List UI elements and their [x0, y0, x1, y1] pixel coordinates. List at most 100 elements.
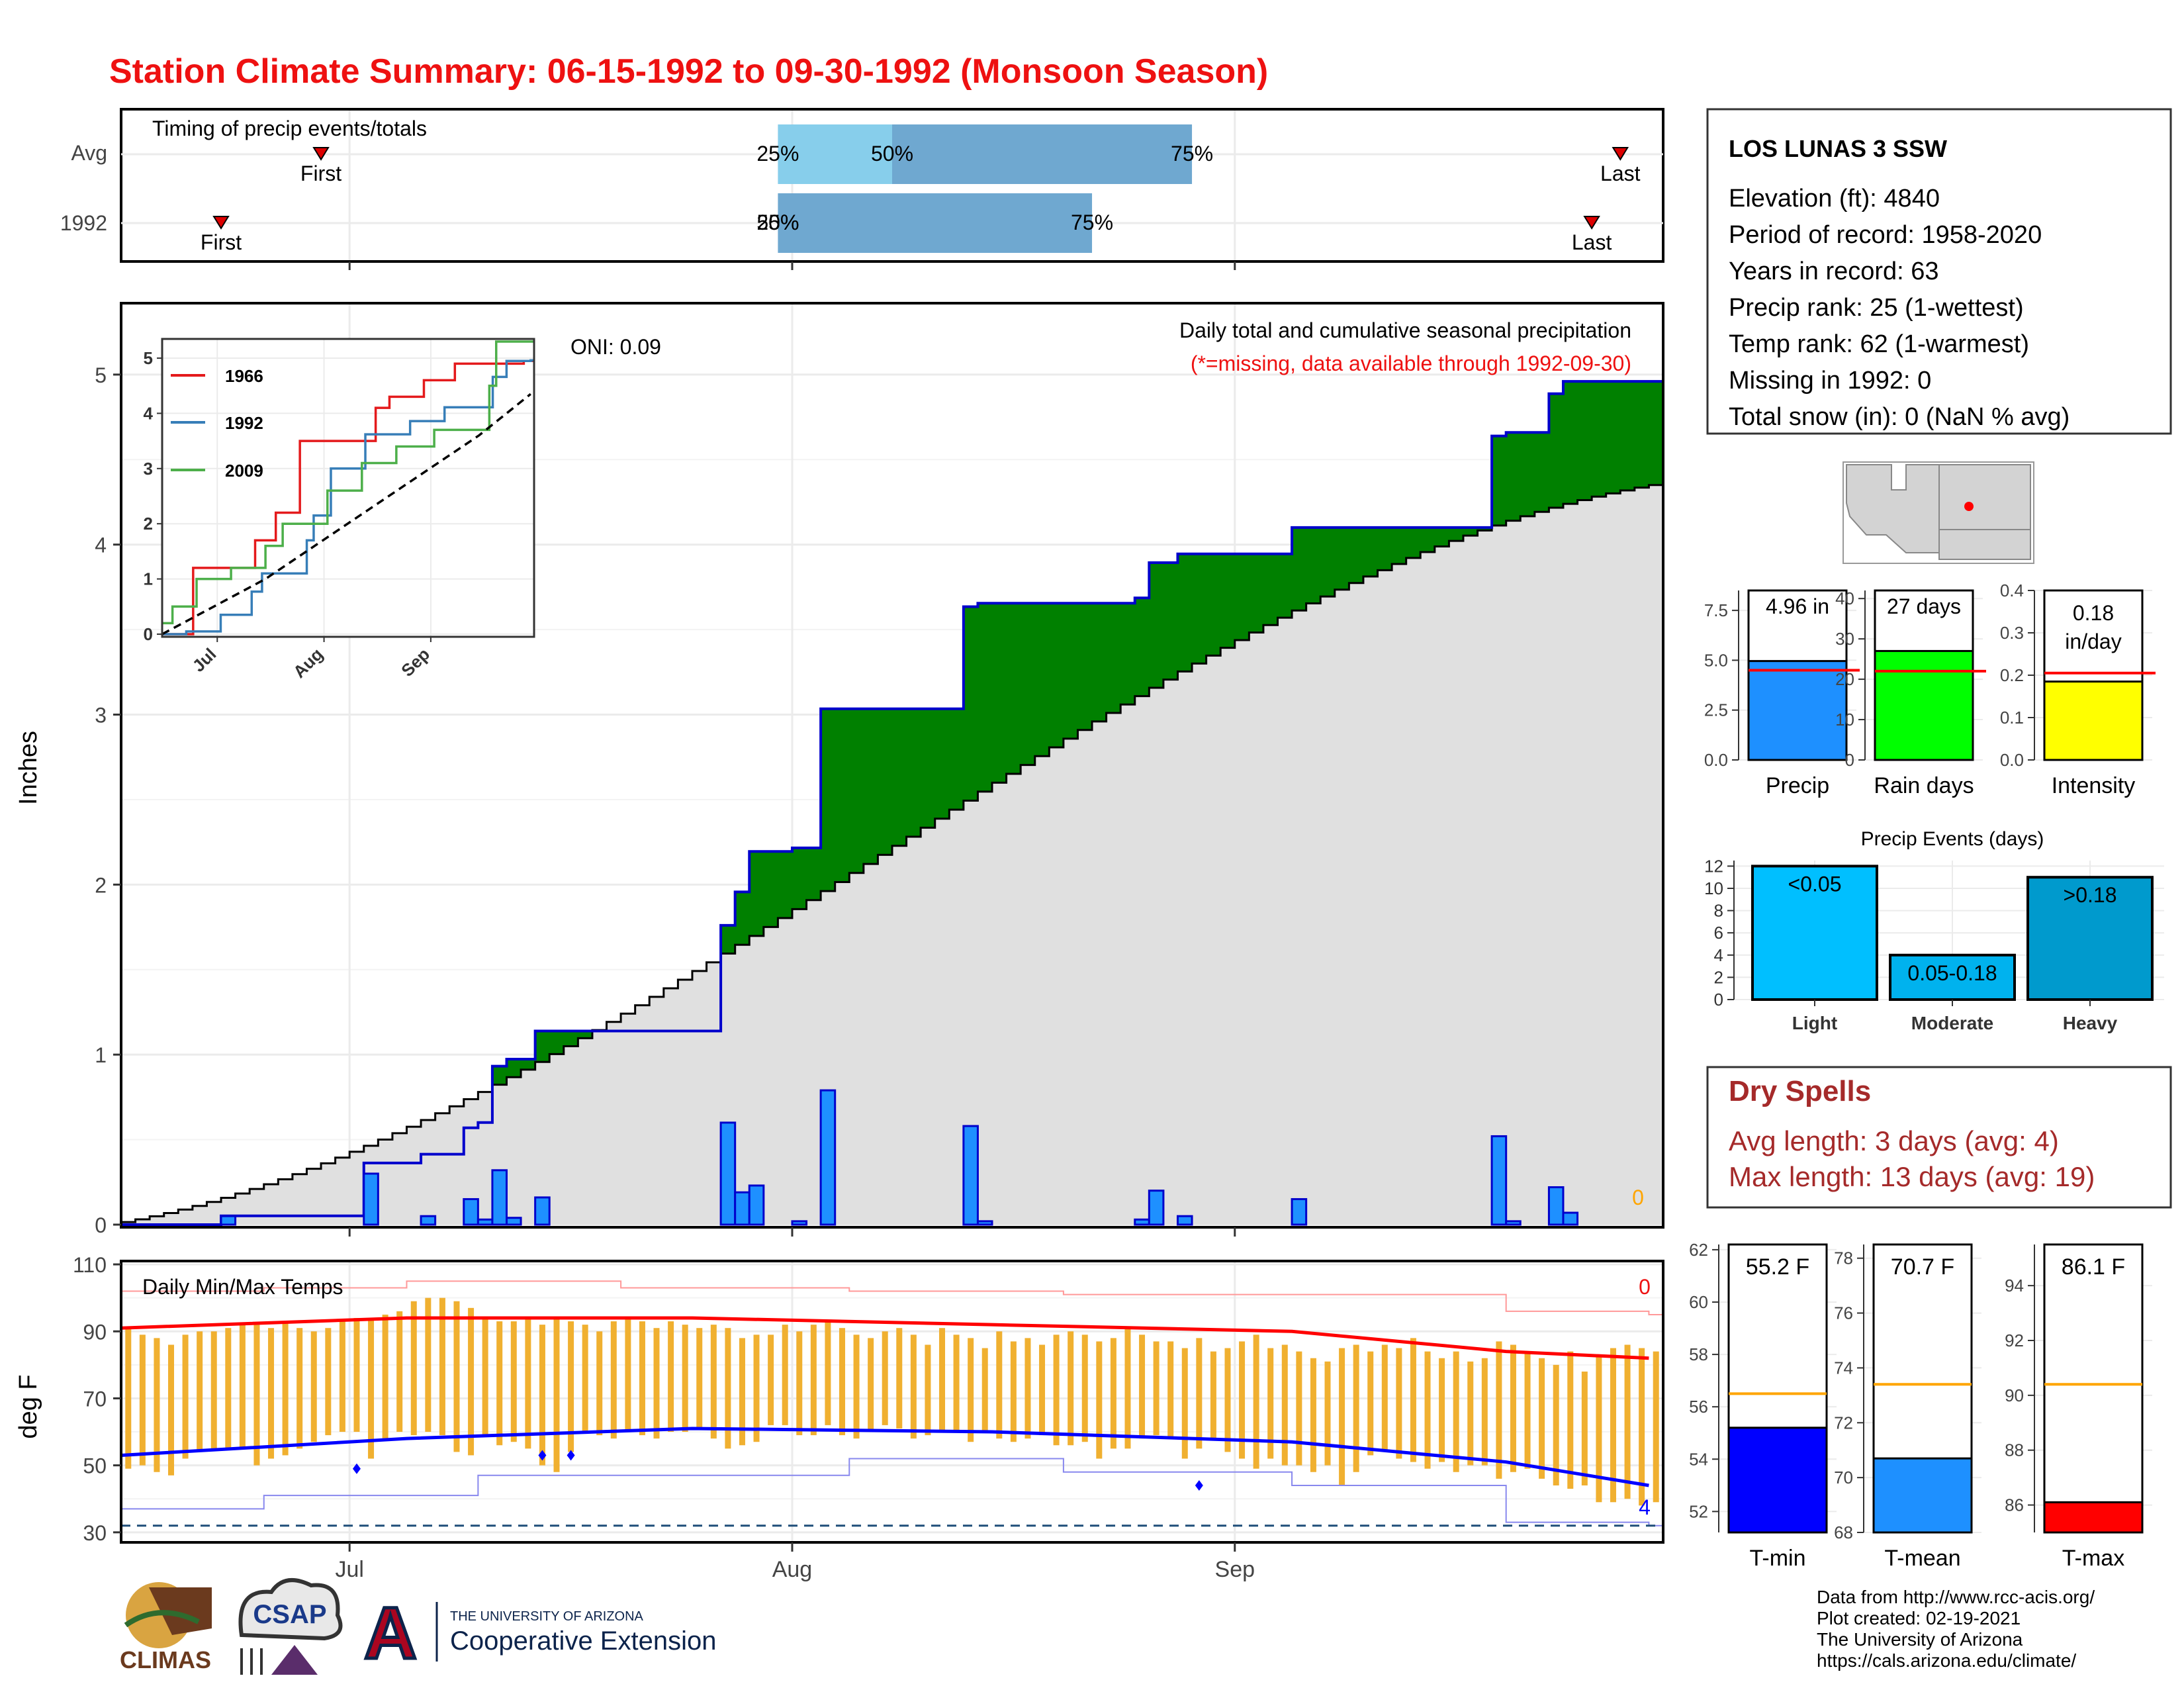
temp-daily-bar	[1181, 1348, 1188, 1459]
temp-daily-bar	[339, 1321, 345, 1432]
temp-daily-bar	[568, 1321, 574, 1452]
station-temp-rank: Temp rank: 62 (1-warmest)	[1729, 330, 2029, 358]
temp-daily-bar	[353, 1318, 360, 1432]
temp-summary-ytick-label: 86	[2005, 1495, 2024, 1515]
precip-daily-bar	[506, 1217, 522, 1226]
summary-ytick-label: 0.3	[2000, 623, 2024, 643]
inset-frame	[161, 338, 535, 638]
temp-daily-bar	[1281, 1344, 1288, 1466]
temp-daily-bar	[197, 1331, 203, 1452]
temp-daily-bar	[796, 1331, 803, 1436]
temp-daily-bar	[1381, 1344, 1388, 1452]
temp-daily-bar	[1153, 1341, 1160, 1436]
temp-summary-ytick-label: 68	[1834, 1523, 1853, 1542]
timing-avg-first-label: First	[300, 162, 341, 185]
temp-daily-bar	[782, 1325, 788, 1425]
temp-grid	[121, 1261, 1663, 1542]
temp-y-label: deg F	[15, 1374, 42, 1438]
temp-record-min-line	[121, 1458, 1663, 1526]
timing-avg-first-marker	[312, 147, 330, 161]
temp-daily-bar	[939, 1328, 946, 1432]
temp-daily-bar	[1653, 1351, 1659, 1503]
summary-ytick-label: 0.1	[2000, 708, 2024, 727]
summary-value-unit: in/day	[2065, 630, 2121, 653]
temp-daily-bar	[539, 1325, 545, 1466]
summary-ytick-label: 0.4	[2000, 581, 2024, 600]
temp-daily-bar	[1639, 1348, 1645, 1506]
events-range-label: <0.05	[1788, 872, 1842, 896]
temp-daily-bar	[1324, 1361, 1331, 1466]
summary-ytick-label: 30	[1835, 629, 1854, 649]
temp-daily-bar	[1296, 1351, 1302, 1466]
temp-daily-bar	[1510, 1344, 1516, 1472]
temp-daily-bar	[582, 1325, 588, 1432]
temp-normal-max-line	[120, 1316, 1649, 1360]
temp-daily-bar	[739, 1338, 745, 1446]
precip-daily-bar	[1148, 1190, 1165, 1226]
inset-ytick-label: 0	[144, 624, 153, 644]
temp-summary-ytick-label: 60	[1689, 1292, 1708, 1312]
temp-daily-bar	[1439, 1358, 1445, 1462]
precip-panel-subtitle: (*=missing, data available through 1992-…	[1191, 352, 1631, 375]
temp-daily-bar	[510, 1321, 517, 1442]
temp-daily-bar	[310, 1331, 317, 1442]
temp-daily-bar	[1081, 1335, 1088, 1442]
timing-row-avg-label: Avg	[71, 141, 107, 165]
precip-y-axis: 0 1 2 3 4 5	[95, 363, 1236, 1237]
temp-record-low-marker	[352, 1463, 361, 1474]
events-ytick-label: 4	[1714, 945, 1723, 965]
station-snow: Total snow (in): 0 (NaN % avg)	[1729, 403, 2070, 431]
ua-logo-letter: A	[364, 1593, 416, 1674]
temp-summary-ytick-label: 92	[2005, 1331, 2024, 1350]
summary-ytick-label: 10	[1835, 710, 1854, 729]
precip-ytick-label: 4	[95, 534, 107, 557]
temp-summary-ytick-label: 74	[1834, 1358, 1853, 1378]
temp-summary-ytick-label: 52	[1689, 1501, 1708, 1521]
inset-bg	[162, 339, 534, 637]
temp-daily-bar	[1010, 1341, 1017, 1442]
temp-daily-bar	[910, 1335, 917, 1439]
legend-2009-label: 2009	[225, 461, 263, 481]
temp-daily-bar	[1053, 1335, 1060, 1446]
temp-summary-ytick-label: 62	[1689, 1240, 1708, 1260]
climas-logo-text: CLIMAS	[120, 1646, 211, 1673]
temp-daily-bar	[610, 1321, 617, 1439]
temp-daily-bar	[853, 1335, 860, 1439]
timing-1992-first-label: First	[201, 230, 242, 254]
temp-summary-ytick-label: 70	[1834, 1468, 1853, 1487]
summary-ytick-label: 0	[1845, 750, 1854, 770]
summary-ytick-label: 2.5	[1704, 700, 1728, 720]
temp-record-low-marker	[1195, 1479, 1203, 1491]
temp-daily-bar	[1068, 1331, 1074, 1446]
precip-daily-bar	[1547, 1186, 1565, 1226]
temp-daily-bar	[410, 1301, 417, 1436]
footer-line-1: Data from http://www.rcc-acis.org/	[1817, 1587, 2095, 1607]
precip-surplus-area	[121, 381, 1663, 1223]
legend-1992-label: 1992	[225, 413, 263, 433]
precip-daily-bar	[477, 1218, 494, 1226]
temp-daily-bar	[981, 1348, 988, 1432]
temp-daily-bar	[210, 1331, 217, 1449]
summary-ytick-label: 7.5	[1704, 600, 1728, 620]
temp-summary-ytick-label: 58	[1689, 1344, 1708, 1364]
temp-daily-bar	[1210, 1351, 1216, 1439]
summary-value-label: 4.96 in	[1766, 594, 1829, 618]
temp-summary-value-bar	[2043, 1501, 2144, 1534]
precip-missing-count: 0	[1632, 1186, 1644, 1209]
summary-ytick-label: 0.2	[2000, 665, 2024, 685]
timing-1992-p50-label: 50%	[756, 211, 799, 234]
precip-daily-bar	[962, 1125, 979, 1226]
temp-daily-bar	[825, 1321, 831, 1425]
oni-value: ONI: 0.09	[570, 335, 661, 359]
events-category-label: Heavy	[2063, 1013, 2118, 1033]
temp-daily-bar	[253, 1325, 260, 1466]
temp-daily-bar	[668, 1321, 674, 1432]
temp-daily-bars	[125, 1297, 1659, 1506]
temp-ytick-label: 30	[83, 1521, 107, 1545]
station-info-frame	[1706, 108, 2172, 435]
timing-avg-last-label: Last	[1600, 162, 1641, 185]
station-period: Period of record: 1958-2020	[1729, 221, 2042, 249]
temp-summary-category-label: T-min	[1750, 1546, 1806, 1571]
temp-daily-bar	[768, 1335, 774, 1425]
